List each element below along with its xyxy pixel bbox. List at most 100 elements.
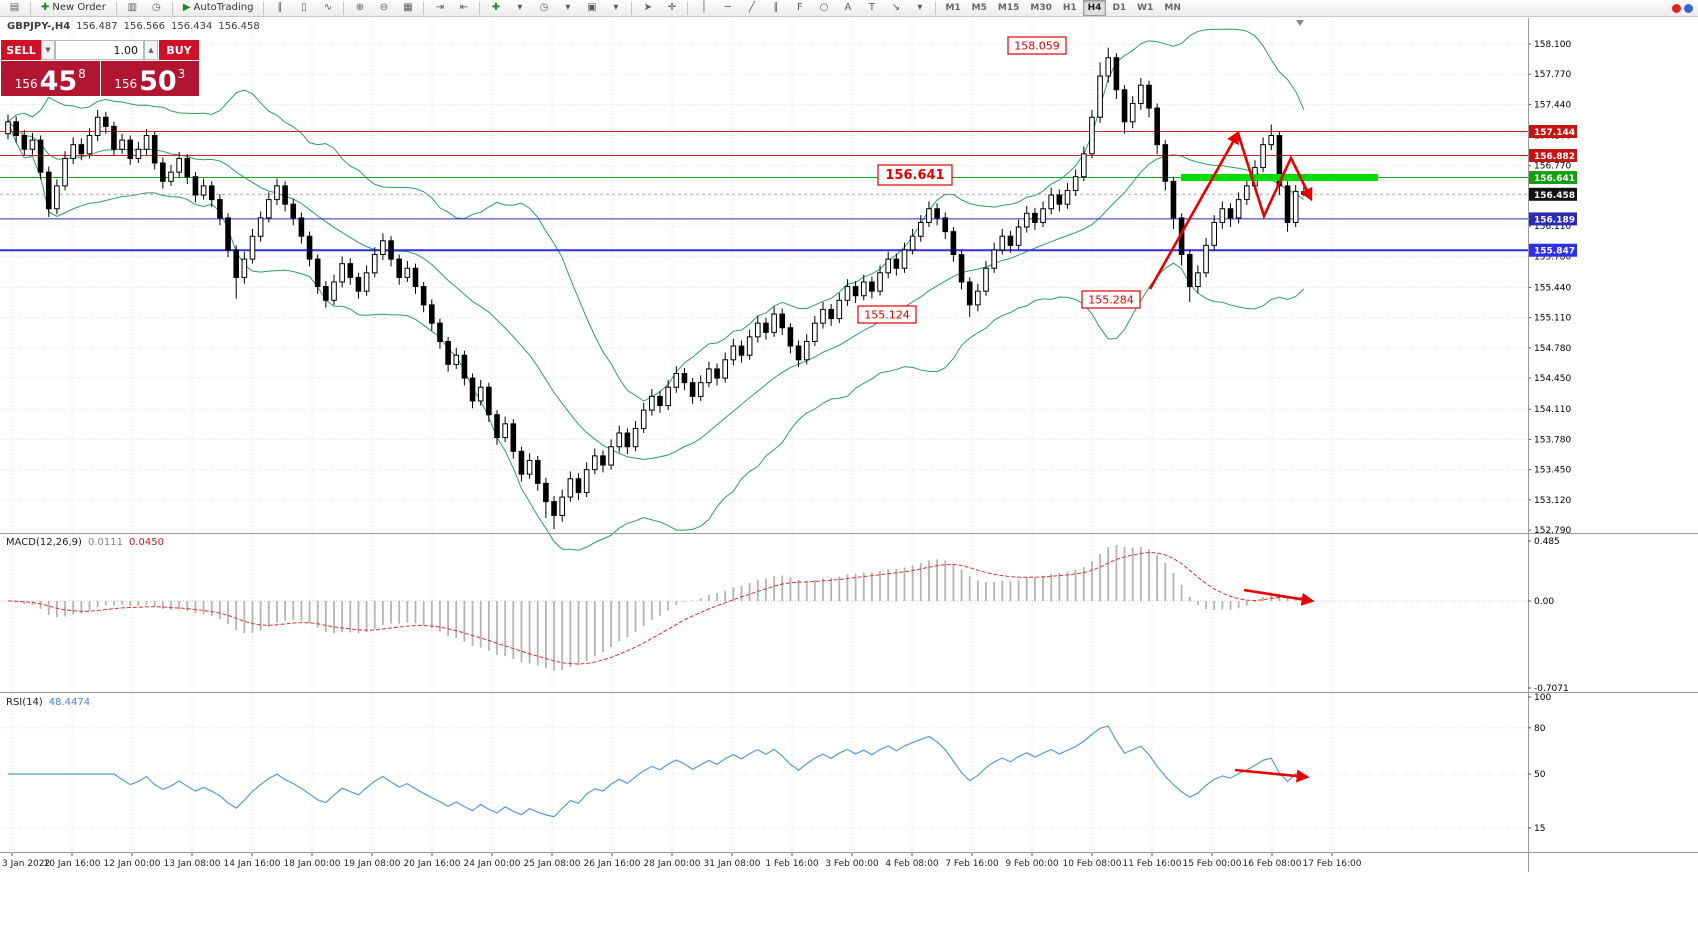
sell-button[interactable]: SELL — [1, 40, 41, 60]
annotations-layer[interactable]: 158.059 156.641 155.124 155.284 — [857, 20, 1378, 783]
bollinger-bands — [7, 28, 1305, 551]
price-badge-text: 157.144 — [1534, 128, 1575, 138]
help-icon[interactable] — [1684, 3, 1693, 13]
zoom-in-icon[interactable]: ⊕ — [355, 2, 365, 13]
toolbar-separator — [171, 1, 173, 15]
grid-layer — [0, 18, 1528, 853]
autotrading-button[interactable]: ▶ AutoTrading — [177, 0, 260, 17]
time-axis-label: 10 Jan 16:00 — [44, 859, 101, 869]
new-order-icon: ✚ — [41, 2, 50, 13]
time-axis-label: 13 Jan 08:00 — [164, 859, 221, 869]
templates-icon[interactable]: ▣ — [587, 2, 597, 13]
volume-increase-button[interactable]: ▲ — [144, 40, 158, 60]
time-axis-label: 14 Jan 16:00 — [224, 859, 281, 869]
profile-icon[interactable]: ◷ — [151, 2, 161, 13]
price-badge-156.882 — [1529, 148, 1577, 162]
rsi-trend-arrow[interactable] — [1234, 768, 1310, 783]
templates-caret-icon[interactable]: ▾ — [613, 2, 619, 13]
time-axis-label: 16 Feb 08:00 — [1242, 859, 1301, 869]
y-axis-label: 153.450 — [1534, 466, 1571, 476]
timeframe-m15-button[interactable]: M15 — [997, 3, 1020, 13]
rsi-axis-label: 100 — [1534, 693, 1551, 703]
rsi-axis-label: 50 — [1534, 770, 1546, 780]
volume-input[interactable]: 1.00 — [55, 40, 144, 60]
timeframe-m1-button[interactable]: M1 — [945, 3, 961, 13]
time-axis-label: 12 Jan 00:00 — [104, 859, 161, 869]
timeframe-h4-button[interactable]: H4 — [1082, 0, 1107, 16]
resistance-price-label[interactable] — [877, 164, 953, 186]
swing-low-label-1[interactable] — [857, 305, 917, 324]
timeframe-mn-button[interactable]: MN — [1164, 3, 1181, 13]
swing-low-label-2[interactable] — [1081, 290, 1141, 309]
time-axis-label: 1 Feb 16:00 — [765, 859, 819, 869]
rsi-axis-label: 80 — [1534, 724, 1546, 734]
indicators-icon[interactable]: ✚ — [491, 2, 501, 13]
chart-shift-marker[interactable] — [1296, 20, 1304, 26]
text-icon[interactable]: A — [844, 2, 852, 13]
timeframe-w1-button[interactable]: W1 — [1137, 3, 1154, 13]
buy-button[interactable]: BUY — [159, 40, 199, 60]
trend-arrow-up[interactable] — [1148, 130, 1240, 290]
indicators-caret-icon[interactable]: ▾ — [517, 2, 523, 13]
y-axis-label: 155.110 — [1534, 314, 1571, 324]
bid-price-panel[interactable]: 156 45 8 — [1, 61, 100, 96]
cursor-icon[interactable]: ➤ — [643, 2, 653, 13]
y-axis-label: 155.440 — [1534, 283, 1571, 293]
volume-decrease-button[interactable]: ▼ — [41, 40, 55, 60]
zoom-out-icon[interactable]: ⊖ — [379, 2, 389, 13]
new-order-button[interactable]: ✚ New Order — [35, 0, 112, 17]
macd-trend-arrow[interactable] — [1243, 588, 1315, 606]
tile-windows-icon[interactable]: ▦ — [403, 2, 413, 13]
macd-axis-label: -0.7071 — [1534, 684, 1569, 694]
time-axis-label: 10 Feb 08:00 — [1062, 859, 1121, 869]
indicator-panels — [0, 545, 1528, 829]
print-icon[interactable]: ▥ — [127, 2, 138, 13]
arrows-caret-icon[interactable]: ▾ — [917, 2, 923, 13]
timeframe-h1-button[interactable]: H1 — [1062, 3, 1077, 13]
arrows-icon[interactable]: ↘ — [891, 2, 901, 13]
symbol-period-label: GBPJPY-,H4 — [7, 21, 71, 32]
timeframe-m5-button[interactable]: M5 — [971, 3, 987, 13]
auto-scroll-icon[interactable]: ⇥ — [435, 2, 445, 13]
bar-chart-icon[interactable]: ∥ — [277, 2, 283, 13]
candlestick-chart-icon[interactable]: ▯ — [301, 2, 307, 13]
chart-shift-icon[interactable]: ⇤ — [459, 2, 469, 13]
time-axis-label: 28 Jan 00:00 — [644, 859, 701, 869]
peak-price-label[interactable] — [1007, 36, 1067, 55]
timeframe-m30-button[interactable]: M30 — [1030, 3, 1052, 13]
time-axis-label: 11 Feb 16:00 — [1122, 859, 1181, 869]
toolbar-separator — [423, 1, 425, 15]
ask-pips: 50 — [139, 65, 177, 97]
horizontal-line-icon[interactable]: ─ — [724, 2, 731, 13]
channel-icon[interactable]: ∥ — [773, 2, 779, 13]
macd-axis-label: 0.00 — [1534, 597, 1554, 607]
line-chart-icon[interactable]: ∿ — [323, 2, 333, 13]
peak-price-label-text: 158.059 — [1014, 40, 1060, 53]
vertical-line-icon[interactable]: │ — [700, 2, 707, 13]
alerts-icon[interactable] — [1672, 3, 1681, 13]
periods-icon[interactable]: ◷ — [539, 2, 549, 13]
toolbar-separator — [343, 1, 345, 15]
ask-price-panel[interactable]: 156 50 3 — [100, 61, 199, 97]
chart-header: GBPJPY-,H4 156.487 156.566 156.434 156.4… — [7, 21, 260, 32]
periods-caret-icon[interactable]: ▾ — [565, 2, 571, 13]
trendline-icon[interactable]: ╱ — [748, 2, 755, 13]
toolbar-separator — [631, 1, 633, 15]
y-axis-label: 154.110 — [1534, 405, 1571, 415]
autotrading-label: AutoTrading — [193, 2, 254, 13]
text-label-icon[interactable]: T — [868, 2, 875, 13]
chart-window-icon[interactable]: ▤ — [9, 2, 20, 13]
shapes-icon[interactable]: ○ — [819, 2, 829, 13]
fibonacci-icon[interactable]: F — [797, 2, 803, 13]
time-axis-label: 26 Jan 16:00 — [584, 859, 641, 869]
trend-arrow-zigzag[interactable] — [1236, 132, 1313, 220]
price-badge-text: 156.882 — [1534, 152, 1575, 162]
price-badge-155.847 — [1529, 243, 1577, 257]
macd-name: MACD(12,26,9) — [6, 537, 82, 548]
timeframe-d1-button[interactable]: D1 — [1112, 3, 1127, 13]
crosshair-icon[interactable]: ✛ — [667, 2, 677, 13]
y-axis-label: 156.770 — [1534, 162, 1571, 172]
y-axis-label: 155.780 — [1534, 252, 1571, 262]
